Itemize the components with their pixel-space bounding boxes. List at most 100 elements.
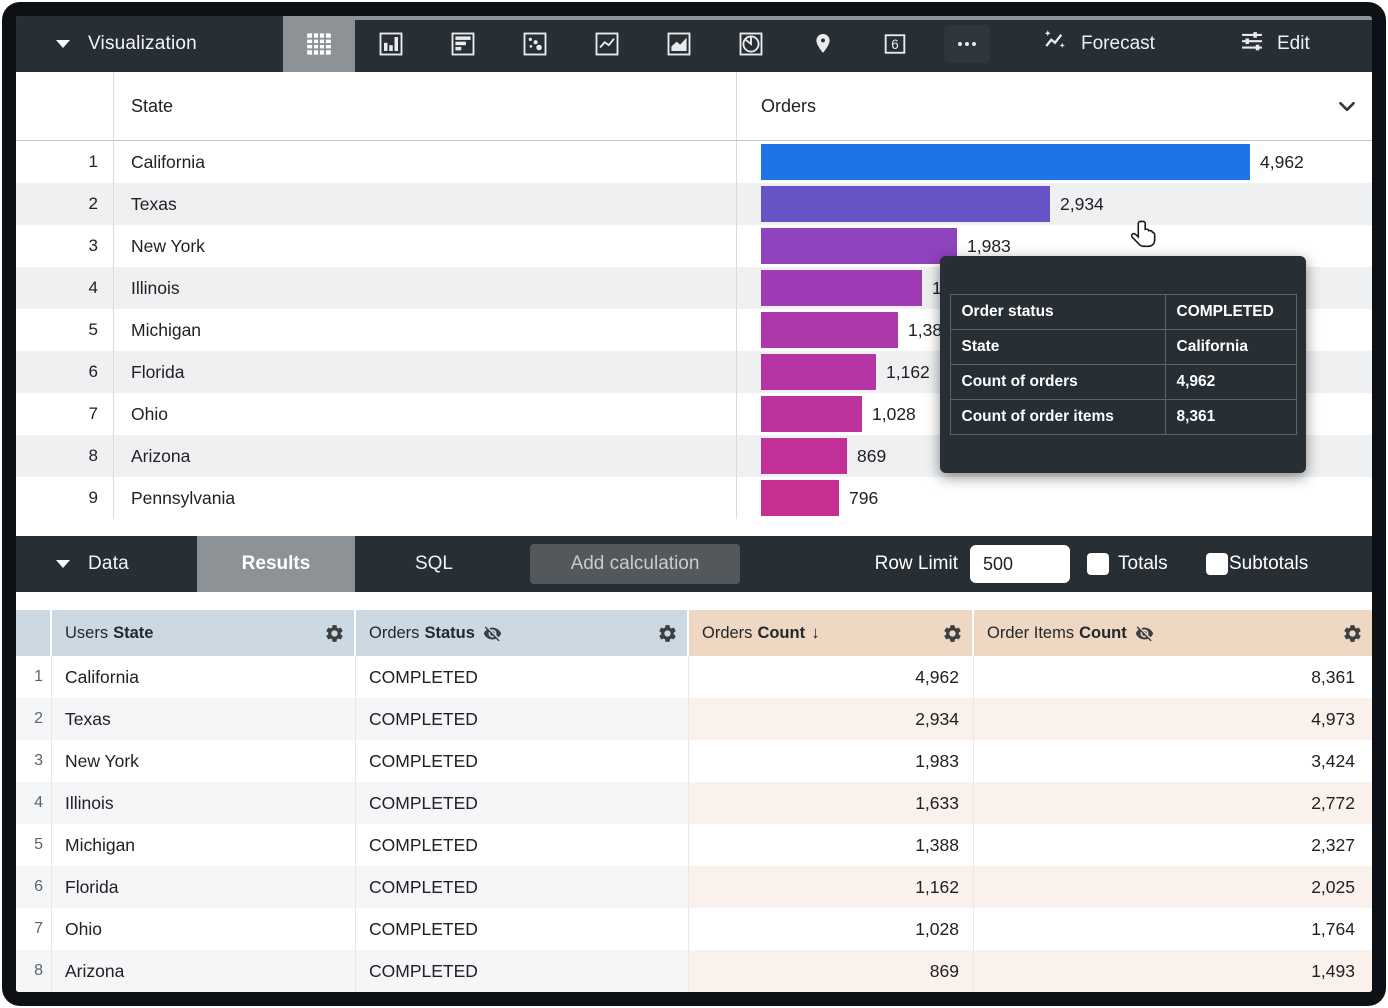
tooltip-value: 8,361: [1164, 399, 1297, 435]
gear-icon[interactable]: [942, 623, 963, 644]
status-cell[interactable]: COMPLETED: [356, 866, 689, 908]
viz-type-area-chart-icon[interactable]: [643, 16, 715, 72]
viz-state-column-header[interactable]: State: [114, 72, 737, 140]
orders-count-cell[interactable]: 869: [689, 950, 974, 992]
viz-bar-cell: 1,983: [737, 225, 1372, 267]
status-cell[interactable]: COMPLETED: [356, 698, 689, 740]
state-cell[interactable]: California: [52, 656, 356, 698]
state-cell[interactable]: Arizona: [52, 950, 356, 992]
order-items-count-cell[interactable]: 2,772: [974, 782, 1372, 824]
status-cell[interactable]: COMPLETED: [356, 908, 689, 950]
viz-type-toolbar: 6: [283, 16, 1003, 72]
gear-icon[interactable]: [324, 623, 345, 644]
viz-type-pie-chart-icon[interactable]: [715, 16, 787, 72]
viz-type-more-options-icon[interactable]: [931, 16, 1003, 72]
order-items-count-cell[interactable]: 4,973: [974, 698, 1372, 740]
column-header-orders-status[interactable]: Orders Status: [356, 610, 689, 656]
state-cell[interactable]: Ohio: [52, 908, 356, 950]
visualization-label: Visualization: [88, 33, 197, 54]
totals-checkbox[interactable]: [1087, 553, 1109, 575]
orders-count-cell[interactable]: 1,162: [689, 866, 974, 908]
gear-icon[interactable]: [1342, 623, 1363, 644]
orders-header-label: Orders: [761, 95, 817, 116]
bar-value-label: 2,934: [1060, 193, 1104, 214]
orders-count-cell[interactable]: 1,983: [689, 740, 974, 782]
edit-button[interactable]: Edit: [1238, 16, 1310, 72]
orders-bar[interactable]: [761, 270, 922, 306]
viz-row: 9 Pennsylvania 796: [16, 477, 1372, 519]
chevron-down-icon[interactable]: [1338, 96, 1356, 117]
state-cell[interactable]: Texas: [52, 698, 356, 740]
tab-sql[interactable]: SQL: [414, 553, 454, 574]
row-number-cell: 8: [16, 950, 52, 992]
orders-count-cell[interactable]: 1,633: [689, 782, 974, 824]
table-row: 3 New York COMPLETED 1,983 3,424: [16, 740, 1372, 782]
viz-row-number: 6: [16, 351, 114, 393]
column-header-users-state[interactable]: Users State: [52, 610, 356, 656]
viz-type-table-icon[interactable]: [283, 16, 355, 72]
row-number-cell: 1: [16, 656, 52, 698]
order-items-count-cell[interactable]: 2,327: [1311, 834, 1355, 855]
field-name-label: Status: [424, 623, 475, 642]
sort-desc-icon: ↓: [811, 623, 820, 642]
visualization-section-toggle[interactable]: Visualization: [16, 16, 283, 72]
viz-type-single-value-icon[interactable]: 6: [859, 16, 931, 72]
orders-bar[interactable]: [761, 186, 1050, 222]
viz-state-cell: Pennsylvania: [114, 477, 737, 519]
viz-type-column-chart-icon[interactable]: [355, 16, 427, 72]
row-limit-label: Row Limit: [874, 553, 958, 574]
tooltip-value: 4,962: [1164, 364, 1297, 400]
viz-type-bar-chart-icon[interactable]: [427, 16, 499, 72]
edit-label: Edit: [1277, 33, 1310, 54]
status-cell[interactable]: COMPLETED: [356, 824, 689, 866]
orders-count-cell[interactable]: 2,934: [689, 698, 974, 740]
orders-bar[interactable]: [761, 396, 862, 432]
orders-bar[interactable]: [761, 312, 898, 348]
row-number-cell: 6: [16, 866, 52, 908]
field-view-label: Users: [65, 623, 109, 642]
state-cell[interactable]: Florida: [52, 866, 356, 908]
hover-tooltip: Order status COMPLETED State California Coun…: [940, 256, 1306, 473]
orders-bar[interactable]: [761, 438, 847, 474]
order-items-count-cell[interactable]: 8,361: [1311, 666, 1355, 687]
state-cell[interactable]: Illinois: [52, 782, 356, 824]
orders-bar[interactable]: [761, 228, 957, 264]
orders-bar[interactable]: [761, 144, 1250, 180]
column-header-order-items-count[interactable]: Order Items Count: [974, 610, 1372, 656]
viz-row-number: 5: [16, 309, 114, 351]
orders-count-cell[interactable]: 1,028: [689, 908, 974, 950]
status-cell[interactable]: COMPLETED: [356, 656, 689, 698]
orders-count-cell[interactable]: 1,388: [689, 824, 974, 866]
state-cell[interactable]: New York: [52, 740, 356, 782]
status-cell[interactable]: COMPLETED: [356, 950, 689, 992]
state-cell[interactable]: Michigan: [52, 824, 356, 866]
add-calculation-button[interactable]: Add calculation: [530, 544, 740, 584]
row-limit-input[interactable]: [970, 545, 1070, 583]
orders-bar[interactable]: [761, 354, 876, 390]
data-section-toggle[interactable]: Data: [16, 536, 192, 592]
field-view-label: Orders: [702, 623, 753, 642]
row-number-cell: 3: [16, 740, 52, 782]
orders-count-cell[interactable]: 4,962: [689, 656, 974, 698]
viz-type-scatter-chart-icon[interactable]: [499, 16, 571, 72]
order-items-count-cell[interactable]: 2,025: [974, 866, 1372, 908]
status-cell[interactable]: COMPLETED: [356, 740, 689, 782]
subtotals-checkbox[interactable]: [1206, 553, 1228, 575]
viz-type-map-pin-icon[interactable]: [787, 16, 859, 72]
hidden-eye-icon: [1135, 624, 1154, 643]
order-items-count-cell[interactable]: 1,493: [974, 950, 1372, 992]
viz-state-cell: Ohio: [114, 393, 737, 435]
gear-icon[interactable]: [657, 623, 678, 644]
column-header-orders-count[interactable]: Orders Count ↓: [689, 610, 974, 656]
order-items-count-cell[interactable]: 1,764: [1311, 918, 1355, 939]
orders-bar[interactable]: [761, 480, 839, 516]
viz-row: 3 New York 1,983: [16, 225, 1372, 267]
viz-type-line-chart-icon[interactable]: [571, 16, 643, 72]
status-cell[interactable]: COMPLETED: [356, 782, 689, 824]
tab-results[interactable]: Results: [197, 536, 355, 592]
order-items-count-cell[interactable]: 3,424: [1311, 750, 1355, 771]
forecast-button[interactable]: Forecast: [1040, 16, 1155, 72]
viz-row-number: 7: [16, 393, 114, 435]
bar-value-label: 1,028: [872, 403, 916, 424]
viz-orders-column-header[interactable]: Orders: [737, 72, 1372, 140]
